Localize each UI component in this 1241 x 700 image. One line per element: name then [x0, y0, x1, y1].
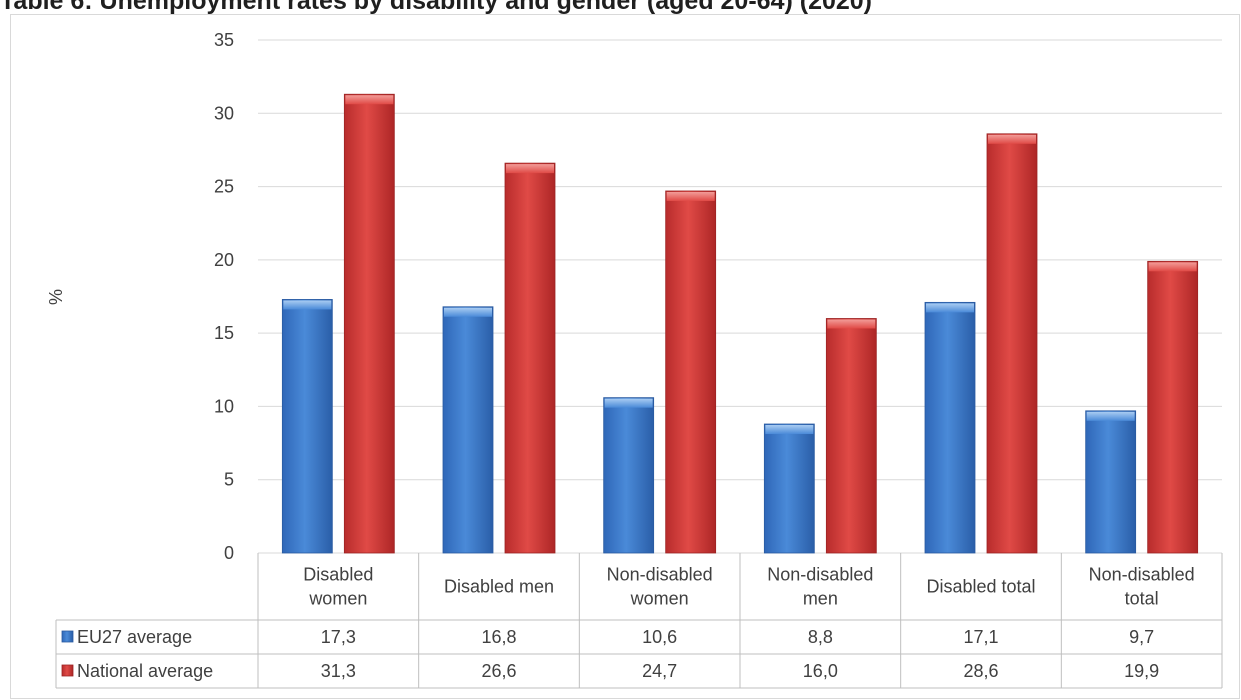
bar [281, 299, 333, 554]
bar-body [603, 397, 655, 554]
category-label: Disabled total [926, 577, 1035, 597]
bar-cap [1148, 262, 1197, 272]
data-label: 17,3 [321, 627, 356, 647]
bar-body [504, 162, 556, 554]
y-tick-label: 30 [214, 103, 234, 123]
category-label: men [803, 589, 838, 609]
bar-cap [345, 95, 394, 105]
data-label: 8,8 [808, 627, 833, 647]
data-label: 10,6 [642, 627, 677, 647]
bar-cap [604, 398, 653, 408]
category-label: total [1125, 589, 1159, 609]
bar-cap [1086, 411, 1135, 421]
data-label: 19,9 [1124, 661, 1159, 681]
bar-cap [827, 319, 876, 329]
category-label: women [308, 589, 367, 609]
bar [924, 301, 976, 554]
data-label: 16,8 [481, 627, 516, 647]
bar-body [986, 133, 1038, 554]
bar [442, 306, 494, 554]
y-tick-label: 5 [224, 470, 234, 490]
bar [986, 133, 1038, 554]
legend-key [61, 630, 74, 643]
grid-layer: 0 5 10 15 20 25 30 35% [46, 30, 1222, 563]
category-label: Non-disabled [767, 565, 873, 585]
bar-cap [765, 425, 814, 435]
data-table: Disabled women Disabled men Non-disabled wom… [55, 553, 1223, 689]
bar-body [1147, 260, 1199, 554]
bar-cap [926, 303, 974, 313]
legend-key [61, 664, 74, 677]
bar-cap [506, 164, 554, 174]
data-label: 26,6 [481, 661, 516, 681]
bar [1147, 260, 1199, 554]
bar-cap [283, 300, 332, 310]
bars-layer [281, 93, 1199, 554]
bar-cap [666, 191, 715, 201]
bar-body [763, 423, 815, 554]
data-label: 17,1 [963, 627, 998, 647]
bar-body [825, 318, 877, 554]
y-tick-label: 20 [214, 250, 234, 270]
bar [763, 423, 815, 554]
y-tick-label: 10 [214, 396, 234, 416]
bar-body [442, 306, 494, 554]
bar-body [665, 190, 717, 554]
category-label: Disabled men [444, 577, 554, 597]
bar [504, 162, 556, 554]
bar-body [281, 299, 333, 554]
bar-cap [988, 134, 1036, 144]
y-tick-label: 15 [214, 323, 234, 343]
legend-label: National average [77, 661, 213, 681]
bar-body [1085, 410, 1137, 554]
category-label: women [630, 589, 689, 609]
bar [825, 318, 877, 554]
bar-body [924, 301, 976, 554]
bar-body [343, 93, 395, 554]
y-tick-label: 25 [214, 177, 234, 197]
category-label: Non-disabled [1089, 565, 1195, 585]
category-label: Non-disabled [607, 565, 713, 585]
bar [603, 397, 655, 554]
y-axis-label: % [46, 289, 66, 305]
chart-frame [10, 14, 1240, 699]
y-tick-label: 35 [214, 30, 234, 50]
bar-cap [444, 307, 492, 317]
data-label: 28,6 [963, 661, 998, 681]
data-label: 24,7 [642, 661, 677, 681]
chart-title: Table 6: Unemployment rates by disabilit… [0, 0, 873, 15]
category-label: Disabled [303, 565, 373, 585]
data-label: 31,3 [321, 661, 356, 681]
bar [1085, 410, 1137, 554]
bar [343, 93, 395, 554]
bar [665, 190, 717, 554]
data-label: 9,7 [1129, 627, 1154, 647]
legend-label: EU27 average [77, 627, 192, 647]
y-tick-label: 0 [224, 543, 234, 563]
data-label: 16,0 [803, 661, 838, 681]
